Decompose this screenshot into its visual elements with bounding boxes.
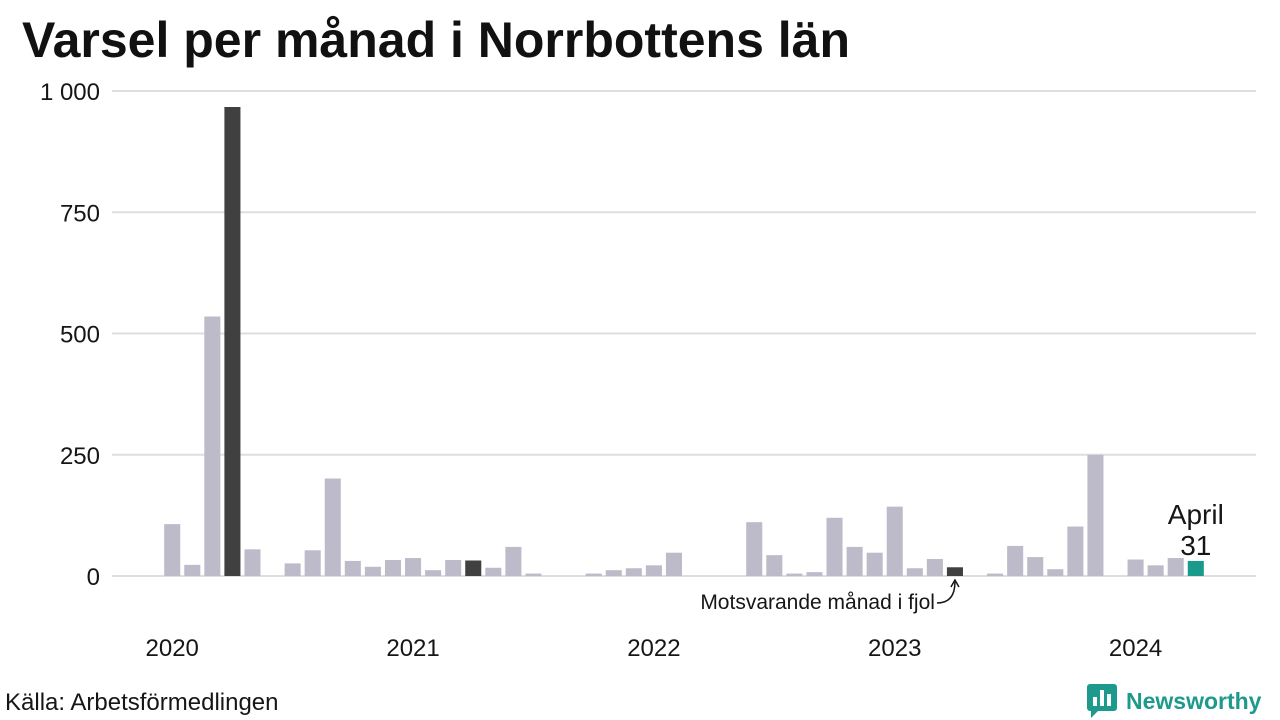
bar-2021-10 — [585, 573, 602, 576]
bar-2022-11 — [846, 546, 863, 576]
logo-wordmark: Newsworthy — [1126, 687, 1262, 714]
bars — [164, 107, 1204, 576]
bar-2023-09 — [1047, 569, 1064, 576]
bar-2023-08 — [1027, 557, 1044, 576]
bar-2023-11 — [1087, 454, 1104, 576]
y-tick-label: 250 — [60, 443, 100, 470]
y-tick-label: 500 — [60, 322, 100, 349]
annotation-arrowhead — [950, 578, 960, 588]
bar-2021-01 — [405, 558, 422, 576]
bar-2023-02 — [906, 568, 923, 576]
y-tick-label: 750 — [60, 200, 100, 227]
annotation-previous-year: Motsvarande månad i fjol — [700, 591, 935, 614]
x-axis-labels: 2020 2021 2022 2023 2024 — [146, 635, 1163, 662]
bar-2021-11 — [605, 570, 622, 576]
x-tick-label: 2021 — [386, 635, 439, 662]
x-tick-label: 2022 — [627, 635, 680, 662]
bar-2022-07 — [766, 555, 783, 576]
bar-2021-04 — [465, 560, 482, 576]
y-tick-label: 1 000 — [40, 79, 100, 106]
x-tick-label: 2023 — [868, 635, 921, 662]
bar-2023-03 — [926, 559, 943, 576]
bar-2022-06 — [746, 522, 763, 576]
newsworthy-logo: Newsworthy — [1086, 683, 1261, 719]
bar-2020-07 — [284, 563, 301, 576]
newsworthy-bar-chart-icon — [1087, 684, 1117, 718]
bar-2021-05 — [485, 567, 502, 576]
bar-2024-02 — [1147, 565, 1164, 576]
bar-2022-12 — [866, 552, 883, 576]
bar-2024-03 — [1167, 558, 1184, 576]
bar-2020-02 — [184, 564, 201, 576]
annotation-arrow — [936, 581, 956, 604]
source-note: Källa: Arbetsförmedlingen — [5, 689, 279, 716]
bar-2023-06 — [987, 573, 1004, 576]
bar-2020-01 — [164, 524, 181, 576]
bar-2021-03 — [445, 559, 462, 576]
bar-2020-05 — [244, 549, 261, 576]
bar-2024-01 — [1127, 559, 1144, 576]
x-tick-label: 2020 — [146, 635, 199, 662]
bar-2021-02 — [425, 570, 442, 576]
bar-2021-07 — [525, 573, 542, 576]
bar-2023-01 — [886, 506, 903, 576]
bar-2023-10 — [1067, 526, 1084, 576]
gridlines — [112, 90, 1256, 577]
bar-2022-02 — [665, 552, 682, 576]
bar-2024-04 — [1187, 560, 1204, 576]
bar-2020-03 — [204, 316, 221, 576]
bar-2022-10 — [826, 517, 843, 576]
latest-month-label: April — [1168, 499, 1224, 530]
bar-2022-08 — [786, 573, 803, 576]
bar-2023-04 — [946, 567, 963, 576]
bar-2020-11 — [364, 566, 381, 576]
bar-2021-12 — [625, 568, 642, 576]
bar-2023-07 — [1007, 545, 1024, 576]
latest-value-label: 31 — [1180, 530, 1211, 561]
bar-2022-01 — [645, 565, 662, 576]
x-tick-label: 2024 — [1109, 635, 1162, 662]
y-axis-labels: 0 250 500 750 1 000 — [40, 79, 100, 591]
bar-2020-04 — [224, 107, 241, 576]
bar-2022-09 — [806, 572, 823, 576]
bar-2020-12 — [384, 559, 402, 576]
bar-2020-10 — [344, 560, 361, 576]
bar-2021-06 — [505, 546, 522, 576]
chart-title: Varsel per månad i Norrbottens län — [22, 12, 851, 68]
bar-2020-08 — [304, 550, 321, 576]
bar-2020-09 — [324, 478, 341, 576]
y-tick-label: 0 — [87, 564, 100, 591]
